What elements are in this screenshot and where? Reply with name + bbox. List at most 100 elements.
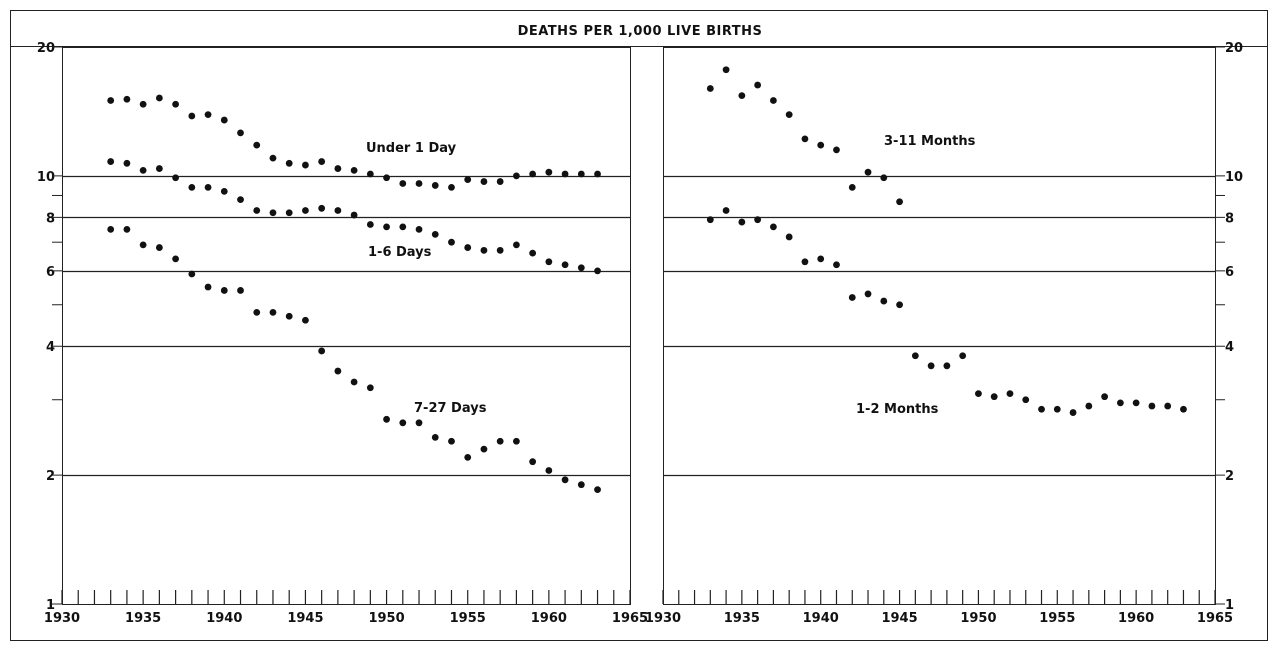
data-point-1-2-months (1116, 399, 1124, 407)
data-point-under-1-day (269, 154, 277, 162)
data-point-1-6-days (302, 207, 309, 214)
x-tick-label: 1945 (287, 611, 323, 626)
right-x-axis: 1930 1935 1940 1945 1950 1955 1960 1965 (645, 590, 1233, 626)
outer-frame (10, 10, 1268, 641)
left-panel: 1930 1935 1940 1945 1950 1955 1960 1965 1 2 4 6 8 10… (37, 41, 648, 626)
data-point-1-6-days (431, 230, 439, 238)
data-point-under-1-day (155, 94, 163, 102)
data-point-3-11-months (722, 66, 730, 74)
x-tick-label: 1930 (44, 611, 80, 626)
data-point-1-2-months (927, 362, 935, 370)
data-point-1-6-days (561, 261, 569, 269)
data-point-1-6-days (139, 166, 147, 174)
data-point-7-27-days (204, 283, 212, 291)
x-tick-label: 1950 (960, 611, 996, 626)
data-point-7-27-days (545, 467, 553, 474)
x-tick-label: 1935 (724, 611, 760, 626)
data-point-1-2-months (1132, 399, 1140, 407)
data-point-1-6-days (155, 165, 163, 172)
right-y-axis: 1 2 4 6 8 10 20 (1215, 41, 1243, 613)
data-point-under-1-day (366, 170, 374, 178)
y-tick-label: 2 (46, 469, 55, 484)
data-point-7-27-days (269, 308, 277, 316)
data-point-1-2-months (1022, 396, 1030, 404)
data-point-under-1-day (577, 170, 585, 178)
data-point-1-2-months (1180, 405, 1187, 413)
data-point-under-1-day (172, 100, 180, 108)
data-point-1-2-months (911, 352, 919, 360)
data-point-7-27-days (577, 481, 585, 489)
data-point-7-27-days (561, 476, 569, 484)
data-point-1-6-days (334, 207, 342, 214)
data-point-under-1-day (237, 129, 244, 137)
data-point-7-27-days (480, 445, 488, 453)
data-point-under-1-day (139, 100, 147, 108)
data-point-7-27-days (155, 244, 163, 251)
data-point-under-1-day (302, 161, 309, 169)
data-point-1-6-days (107, 158, 115, 165)
data-point-under-1-day (545, 168, 553, 176)
data-point-1-2-months (864, 290, 872, 298)
data-point-3-11-months (785, 111, 793, 119)
data-point-1-2-months (880, 297, 888, 305)
data-point-3-11-months (801, 135, 809, 143)
data-point-7-27-days (237, 287, 244, 294)
data-point-7-27-days (123, 225, 131, 233)
data-point-under-1-day (334, 165, 342, 172)
data-point-3-11-months (848, 183, 856, 191)
y-tick-label: 6 (1225, 265, 1234, 280)
data-point-3-11-months (738, 92, 746, 99)
right-series-labels: 3-11 Months 1-2 Months (856, 134, 976, 417)
data-point-under-1-day (431, 182, 439, 189)
y-tick-label: 8 (1225, 211, 1234, 226)
data-point-3-11-months (880, 174, 888, 182)
data-point-7-27-days (285, 312, 293, 320)
data-point-1-2-months (1053, 405, 1061, 413)
data-point-1-2-months (817, 255, 825, 263)
data-point-under-1-day (415, 180, 423, 187)
y-tick-label: 1 (1225, 598, 1234, 613)
series-label-3-11-months: 3-11 Months (884, 134, 976, 149)
data-point-3-11-months (896, 198, 903, 206)
data-point-1-6-days (318, 204, 326, 212)
data-point-1-6-days (399, 223, 407, 231)
data-point-1-2-months (896, 301, 903, 309)
data-point-1-6-days (464, 244, 472, 251)
data-point-1-2-months (738, 218, 746, 226)
series-label-1-2-months: 1-2 Months (856, 402, 939, 417)
data-point-1-6-days (253, 207, 261, 214)
data-point-7-27-days (529, 458, 537, 466)
data-point-1-2-months (1085, 402, 1093, 410)
data-point-1-2-months (785, 233, 793, 241)
x-tick-label: 1950 (368, 611, 404, 626)
data-point-1-6-days (513, 241, 520, 249)
left-y-axis: 1 2 4 6 8 10 20 (37, 41, 62, 613)
x-tick-label: 1960 (1118, 611, 1154, 626)
x-tick-label: 1945 (881, 611, 917, 626)
data-point-1-2-months (1101, 393, 1108, 401)
y-tick-label: 20 (37, 41, 55, 56)
data-point-3-11-months (833, 146, 840, 154)
data-point-7-27-days (334, 367, 342, 375)
data-point-under-1-day (123, 95, 131, 103)
data-point-1-2-months (1148, 402, 1156, 410)
panel-border (62, 47, 631, 605)
data-point-under-1-day (253, 141, 261, 149)
y-tick-label: 1 (46, 598, 55, 613)
chart-frame (10, 10, 1268, 641)
data-point-1-6-days (285, 209, 293, 217)
data-point-1-2-months (706, 216, 714, 224)
data-point-under-1-day (480, 178, 488, 185)
data-point-under-1-day (204, 111, 212, 119)
data-point-3-11-months (864, 168, 872, 176)
data-point-under-1-day (350, 166, 358, 174)
panel-border (663, 47, 1216, 605)
data-point-1-2-months (833, 261, 840, 269)
data-point-1-6-days (220, 187, 228, 195)
data-point-7-27-days (399, 419, 407, 427)
data-point-under-1-day (464, 176, 472, 184)
data-point-1-6-days (496, 246, 504, 254)
series-label-1-6-days: 1-6 Days (368, 245, 432, 260)
data-point-1-6-days (594, 267, 601, 275)
data-point-7-27-days (496, 437, 504, 445)
